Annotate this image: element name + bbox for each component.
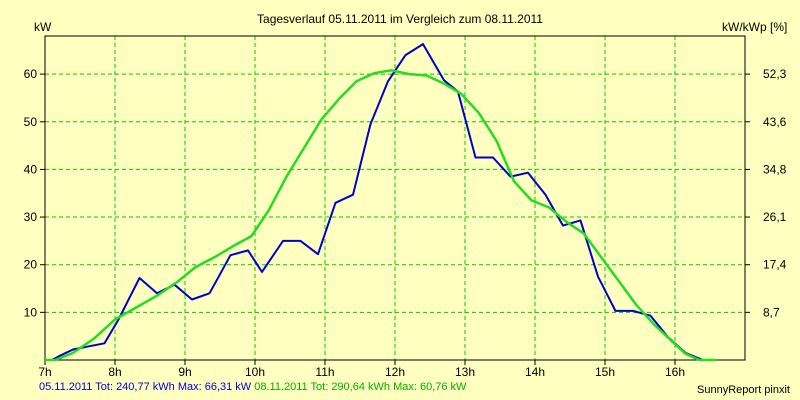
y-tick-label-left: 40 bbox=[24, 162, 38, 176]
series2-summary: 08.11.2011 Tot: 290,64 kWh Max: 60,76 kW bbox=[254, 381, 467, 393]
x-tick-label: 12h bbox=[385, 365, 405, 379]
x-tick-label: 8h bbox=[108, 365, 121, 379]
series-line-2 bbox=[45, 69, 717, 362]
x-tick-label: 11h bbox=[315, 365, 334, 379]
grid-lines bbox=[45, 36, 745, 360]
y-tick-label-left: 20 bbox=[24, 258, 38, 272]
y-ticks-right: 8,7 17,4 26,1 34,8 43,6 52,3 bbox=[745, 67, 787, 319]
x-tick-label: 7h bbox=[38, 365, 51, 379]
x-tick-label: 14h bbox=[525, 365, 545, 379]
y-tick-label-left: 30 bbox=[24, 210, 38, 224]
y-tick-label-left: 10 bbox=[24, 305, 38, 319]
series-line-1 bbox=[45, 43, 717, 361]
x-tick-label: 13h bbox=[455, 365, 475, 379]
y-tick-label-left: 50 bbox=[24, 115, 38, 129]
y-tick-label-left: 60 bbox=[24, 67, 38, 81]
y-tick-label-right: 8,7 bbox=[763, 305, 780, 319]
y-tick-label-right: 52,3 bbox=[763, 67, 787, 81]
x-tick-label: 15h bbox=[595, 365, 615, 379]
series-summary: 05.11.2011 Tot: 240,77 kWh Max: 66,31 kW… bbox=[39, 381, 466, 393]
series-group bbox=[45, 43, 717, 362]
y-tick-label-right: 43,6 bbox=[763, 115, 787, 129]
y-tick-label-right: 34,8 bbox=[763, 162, 787, 176]
series1-summary: 05.11.2011 Tot: 240,77 kWh Max: 66,31 kW bbox=[39, 381, 252, 393]
x-tick-label: 16h bbox=[665, 365, 685, 379]
y-axis-label-right: kW/kWp [%] bbox=[722, 20, 787, 34]
y-axis-label-left: kW bbox=[34, 20, 52, 34]
x-ticks: 7h 8h 9h 10h 11h 12h 13h 14h 15h 16h bbox=[38, 360, 685, 379]
y-ticks-left: 10 20 30 40 50 60 bbox=[24, 67, 45, 319]
x-tick-label: 10h bbox=[245, 365, 265, 379]
chart-title: Tagesverlauf 05.11.2011 im Vergleich zum… bbox=[257, 12, 543, 26]
y-tick-label-right: 26,1 bbox=[763, 210, 787, 224]
y-tick-label-right: 17,4 bbox=[763, 258, 787, 272]
x-tick-label: 9h bbox=[178, 365, 191, 379]
credit-text: SunnyReport pinxit bbox=[697, 384, 790, 396]
